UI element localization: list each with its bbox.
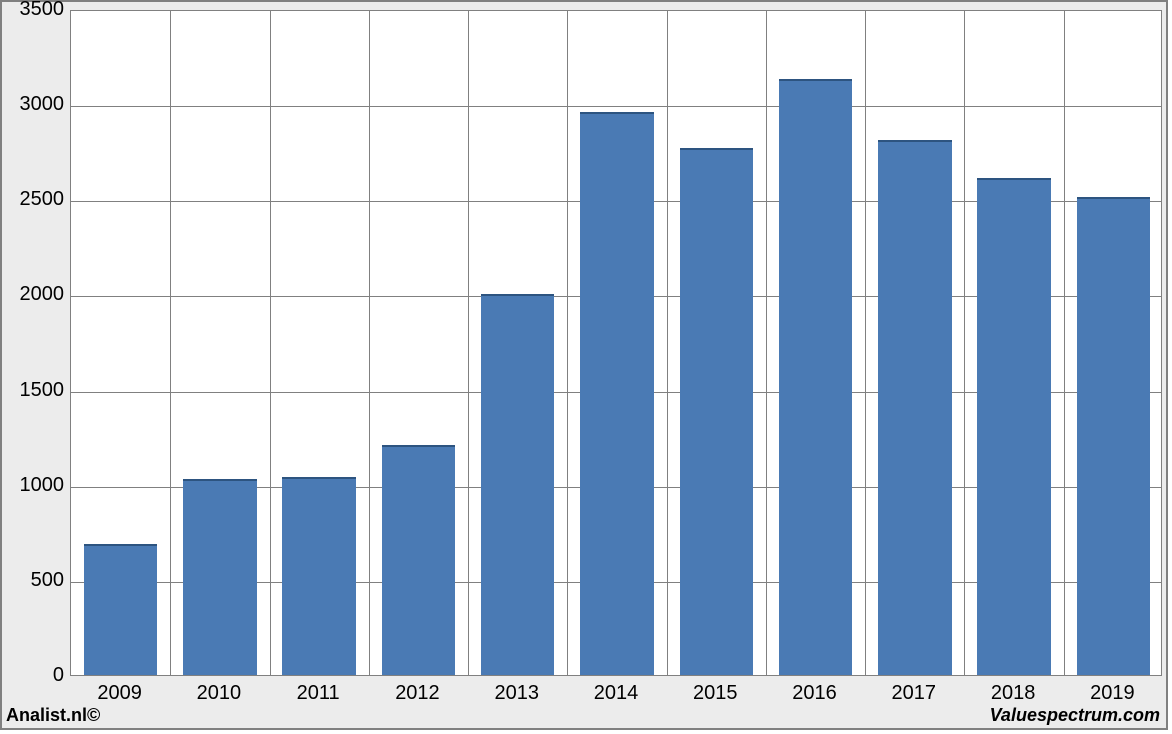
- bar: [183, 479, 256, 675]
- gridline-v: [567, 11, 568, 675]
- gridline-v: [865, 11, 866, 675]
- y-tick-label: 0: [4, 664, 64, 687]
- x-tick-label: 2013: [467, 682, 566, 705]
- y-tick-label: 3000: [4, 93, 64, 116]
- x-tick-label: 2010: [169, 682, 268, 705]
- gridline-v: [270, 11, 271, 675]
- gridline-v: [369, 11, 370, 675]
- gridline-v: [766, 11, 767, 675]
- bar: [878, 140, 951, 675]
- gridline-v: [964, 11, 965, 675]
- y-tick-label: 2000: [4, 283, 64, 306]
- bar: [382, 445, 455, 675]
- y-tick-label: 1500: [4, 379, 64, 402]
- x-tick-label: 2018: [963, 682, 1062, 705]
- y-tick-label: 2500: [4, 188, 64, 211]
- bar: [977, 178, 1050, 675]
- footer-left: Analist.nl©: [6, 705, 100, 726]
- bar: [680, 148, 753, 675]
- gridline-v: [468, 11, 469, 675]
- x-tick-label: 2009: [70, 682, 169, 705]
- x-tick-label: 2017: [864, 682, 963, 705]
- bar: [1077, 197, 1150, 675]
- chart-frame: Analist.nl© Valuespectrum.com 0 500 1000 15…: [0, 0, 1168, 730]
- y-tick-label: 1000: [4, 474, 64, 497]
- x-tick-label: 2015: [666, 682, 765, 705]
- gridline-v: [170, 11, 171, 675]
- gridline-v: [667, 11, 668, 675]
- x-tick-label: 2012: [368, 682, 467, 705]
- bar: [580, 112, 653, 675]
- plot-area: [70, 10, 1162, 676]
- x-tick-label: 2014: [566, 682, 665, 705]
- y-tick-label: 3500: [4, 0, 64, 21]
- gridline-v: [1064, 11, 1065, 675]
- x-tick-label: 2011: [269, 682, 368, 705]
- bar: [779, 79, 852, 675]
- bar: [481, 294, 554, 675]
- gridline-h: [71, 106, 1161, 107]
- x-tick-label: 2016: [765, 682, 864, 705]
- y-tick-label: 500: [4, 569, 64, 592]
- bar: [84, 544, 157, 675]
- footer-right: Valuespectrum.com: [990, 705, 1160, 726]
- bar: [282, 477, 355, 675]
- x-tick-label: 2019: [1063, 682, 1162, 705]
